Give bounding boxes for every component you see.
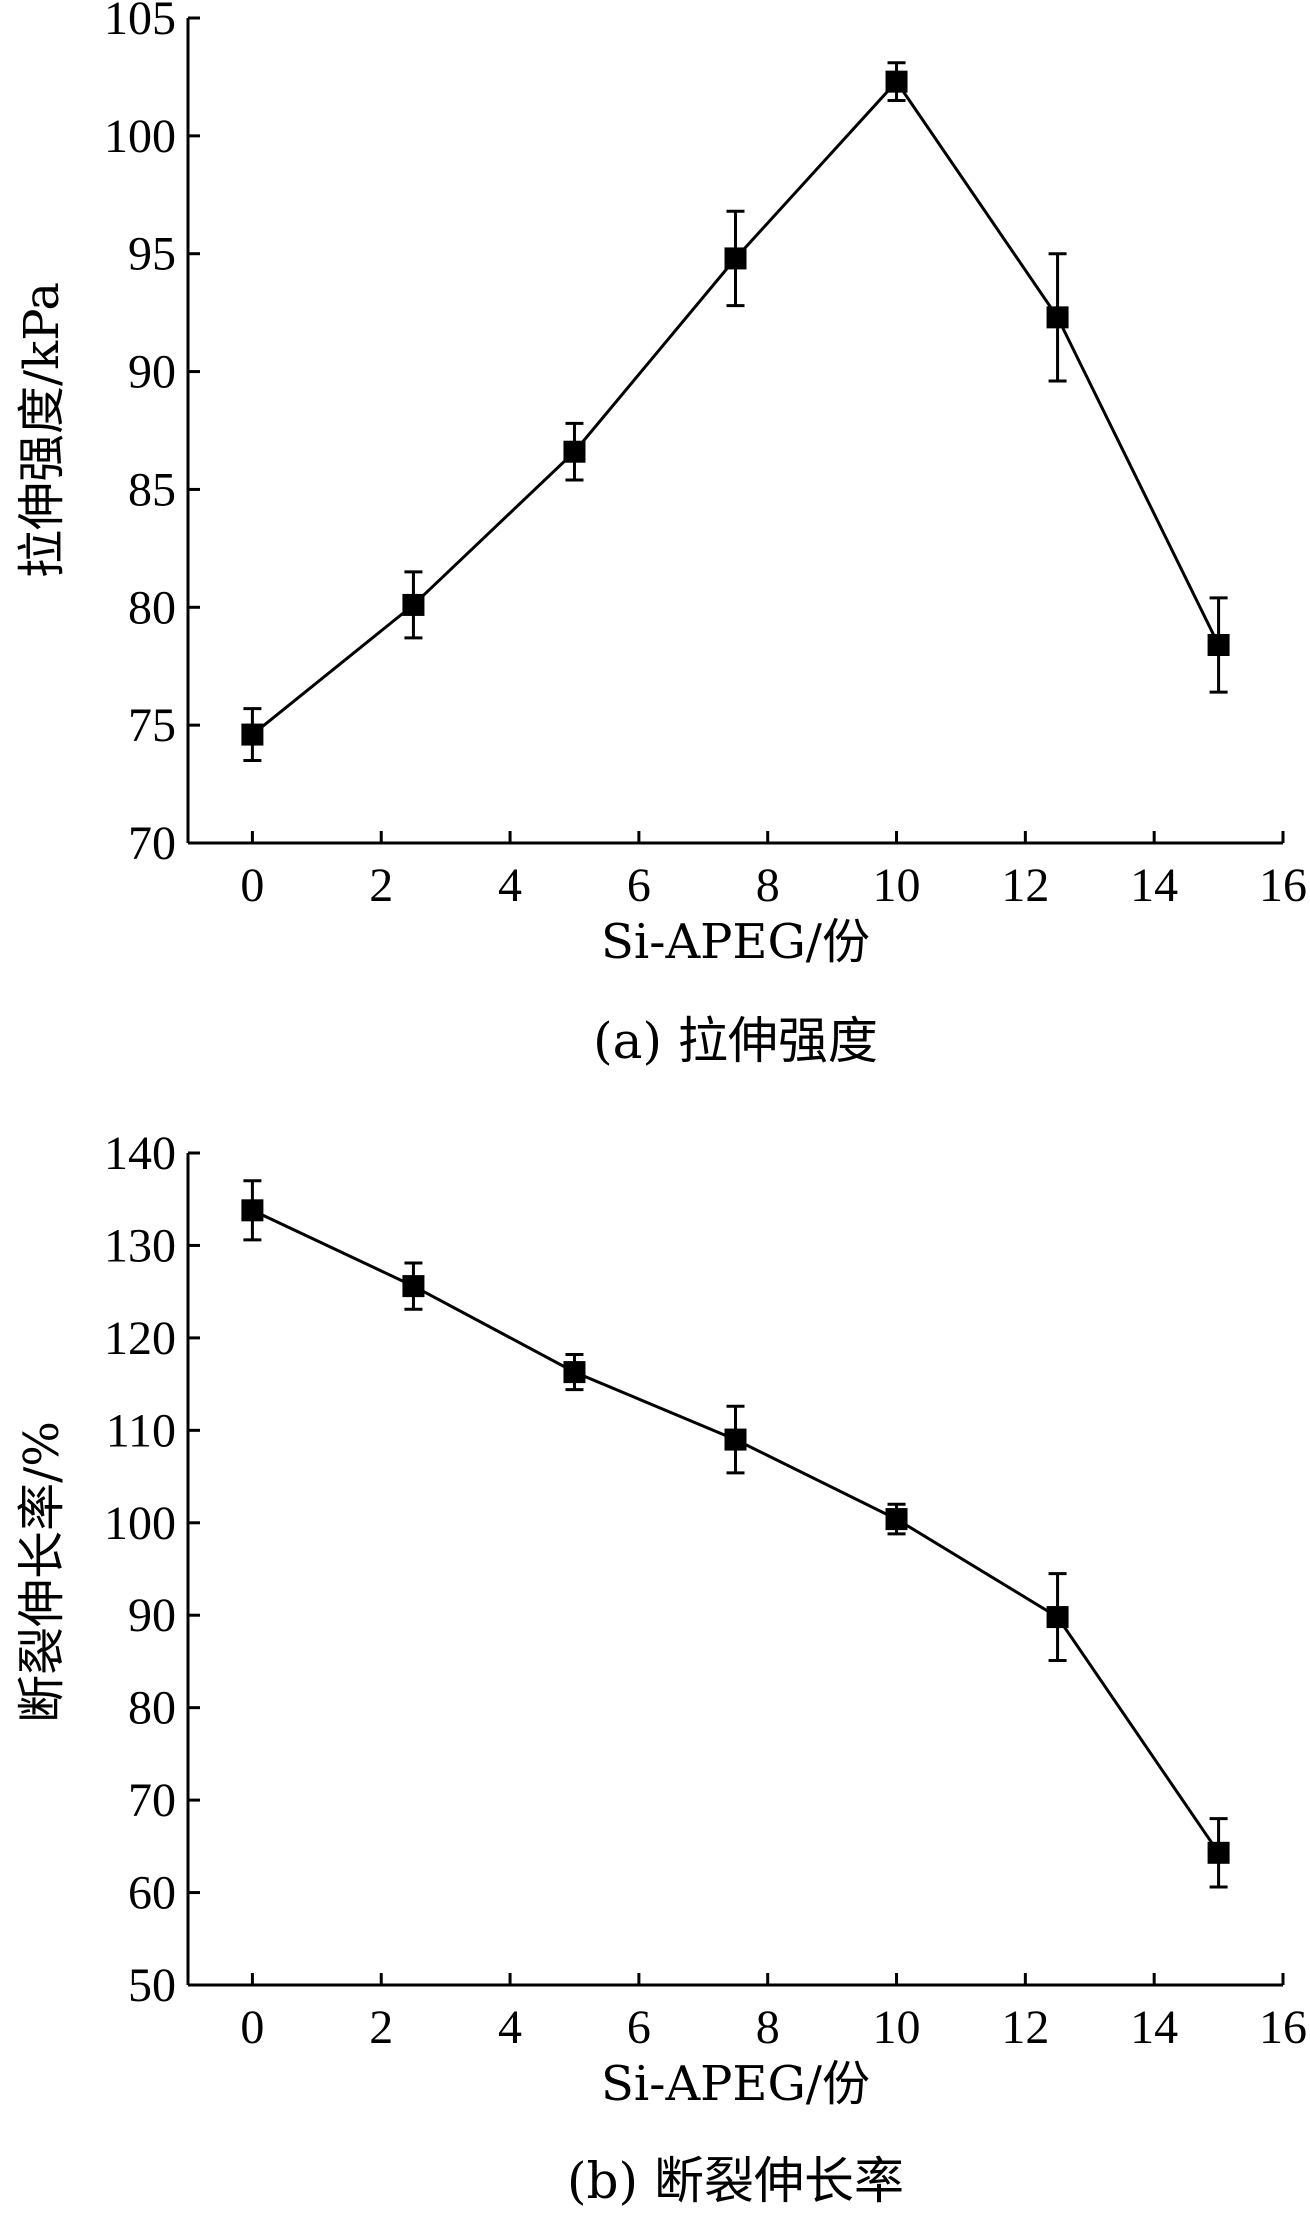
x-tick-label: 16: [1259, 2001, 1307, 2054]
data-point: [1207, 634, 1230, 656]
y-tick-label: 130: [104, 1219, 176, 1272]
x-tick-label: 12: [1001, 2001, 1049, 2054]
y-tick-label: 110: [106, 1404, 176, 1457]
y-tick-label: 80: [128, 581, 176, 634]
x-tick-label: 8: [756, 859, 780, 912]
y-tick-label: 105: [104, 0, 176, 45]
x-tick-label: 6: [627, 2001, 651, 2054]
x-tick-label: 0: [240, 859, 264, 912]
y-tick-label: 100: [104, 1497, 176, 1550]
data-point: [1207, 1841, 1230, 1864]
x-tick-label: 10: [873, 859, 921, 912]
panel-caption: (b) 断裂伸长率: [567, 2152, 904, 2210]
y-tick-label: 50: [128, 1959, 176, 2012]
x-tick-label: 0: [240, 2001, 264, 2054]
x-tick-label: 4: [498, 859, 522, 912]
data-point: [1046, 306, 1069, 329]
data-point: [563, 1361, 586, 1384]
x-tick-label: 14: [1130, 2001, 1178, 2054]
x-tick-label: 14: [1130, 859, 1178, 912]
y-tick-label: 140: [104, 1127, 176, 1180]
data-point: [241, 723, 264, 746]
series-line: [251, 79, 1220, 736]
x-tick-label: 8: [756, 2001, 780, 2054]
data-point: [241, 1199, 264, 1222]
panel-a-tensile-strength: 70 75 80 85 90 95 100 105 0 2 4 6 8 10 12 14 16 Si-APEG/份…: [14, 0, 1307, 1070]
y-tick-label: 80: [128, 1682, 176, 1735]
data-point: [724, 1428, 747, 1451]
y-tick-label: 70: [128, 817, 176, 870]
x-tick-label: 2: [369, 859, 393, 912]
y-tick-label: 70: [128, 1774, 176, 1827]
y-tick-label: 75: [128, 699, 176, 752]
y-axis-title: 断裂伸长率/%: [14, 1421, 70, 1723]
y-tick-label: 120: [104, 1312, 176, 1365]
x-tick-label: 4: [498, 2001, 522, 2054]
x-tick-label: 10: [873, 2001, 921, 2054]
y-tick-label: 90: [128, 346, 176, 399]
data-point: [724, 247, 747, 270]
data-point: [402, 593, 425, 616]
data-point: [885, 70, 908, 93]
y-tick-label: 60: [128, 1867, 176, 1920]
x-tick-label: 12: [1001, 859, 1049, 912]
data-point: [1046, 1606, 1069, 1629]
y-tick-label: 100: [104, 110, 176, 163]
x-tick-label: 16: [1259, 859, 1307, 912]
y-axis-title: 拉伸强度/kPa: [14, 282, 70, 578]
x-tick-label: 6: [627, 859, 651, 912]
x-tick-label: 2: [369, 2001, 393, 2054]
x-axis-title: Si-APEG/份: [601, 2056, 870, 2112]
y-tick-label: 95: [128, 228, 176, 281]
series-line: [251, 1208, 1220, 1854]
data-point: [402, 1275, 425, 1298]
data-point: [885, 1508, 908, 1531]
panel-caption: (a) 拉伸强度: [593, 1012, 878, 1070]
data-point: [563, 440, 586, 463]
y-tick-label: 90: [128, 1589, 176, 1642]
y-tick-label: 85: [128, 463, 176, 516]
panel-b-elongation-at-break: 50 60 70 80 90 100 110 120 130 140 0 2 4 6 8 10 12 14 16 Si…: [14, 1127, 1307, 2210]
x-axis-title: Si-APEG/份: [601, 914, 870, 970]
